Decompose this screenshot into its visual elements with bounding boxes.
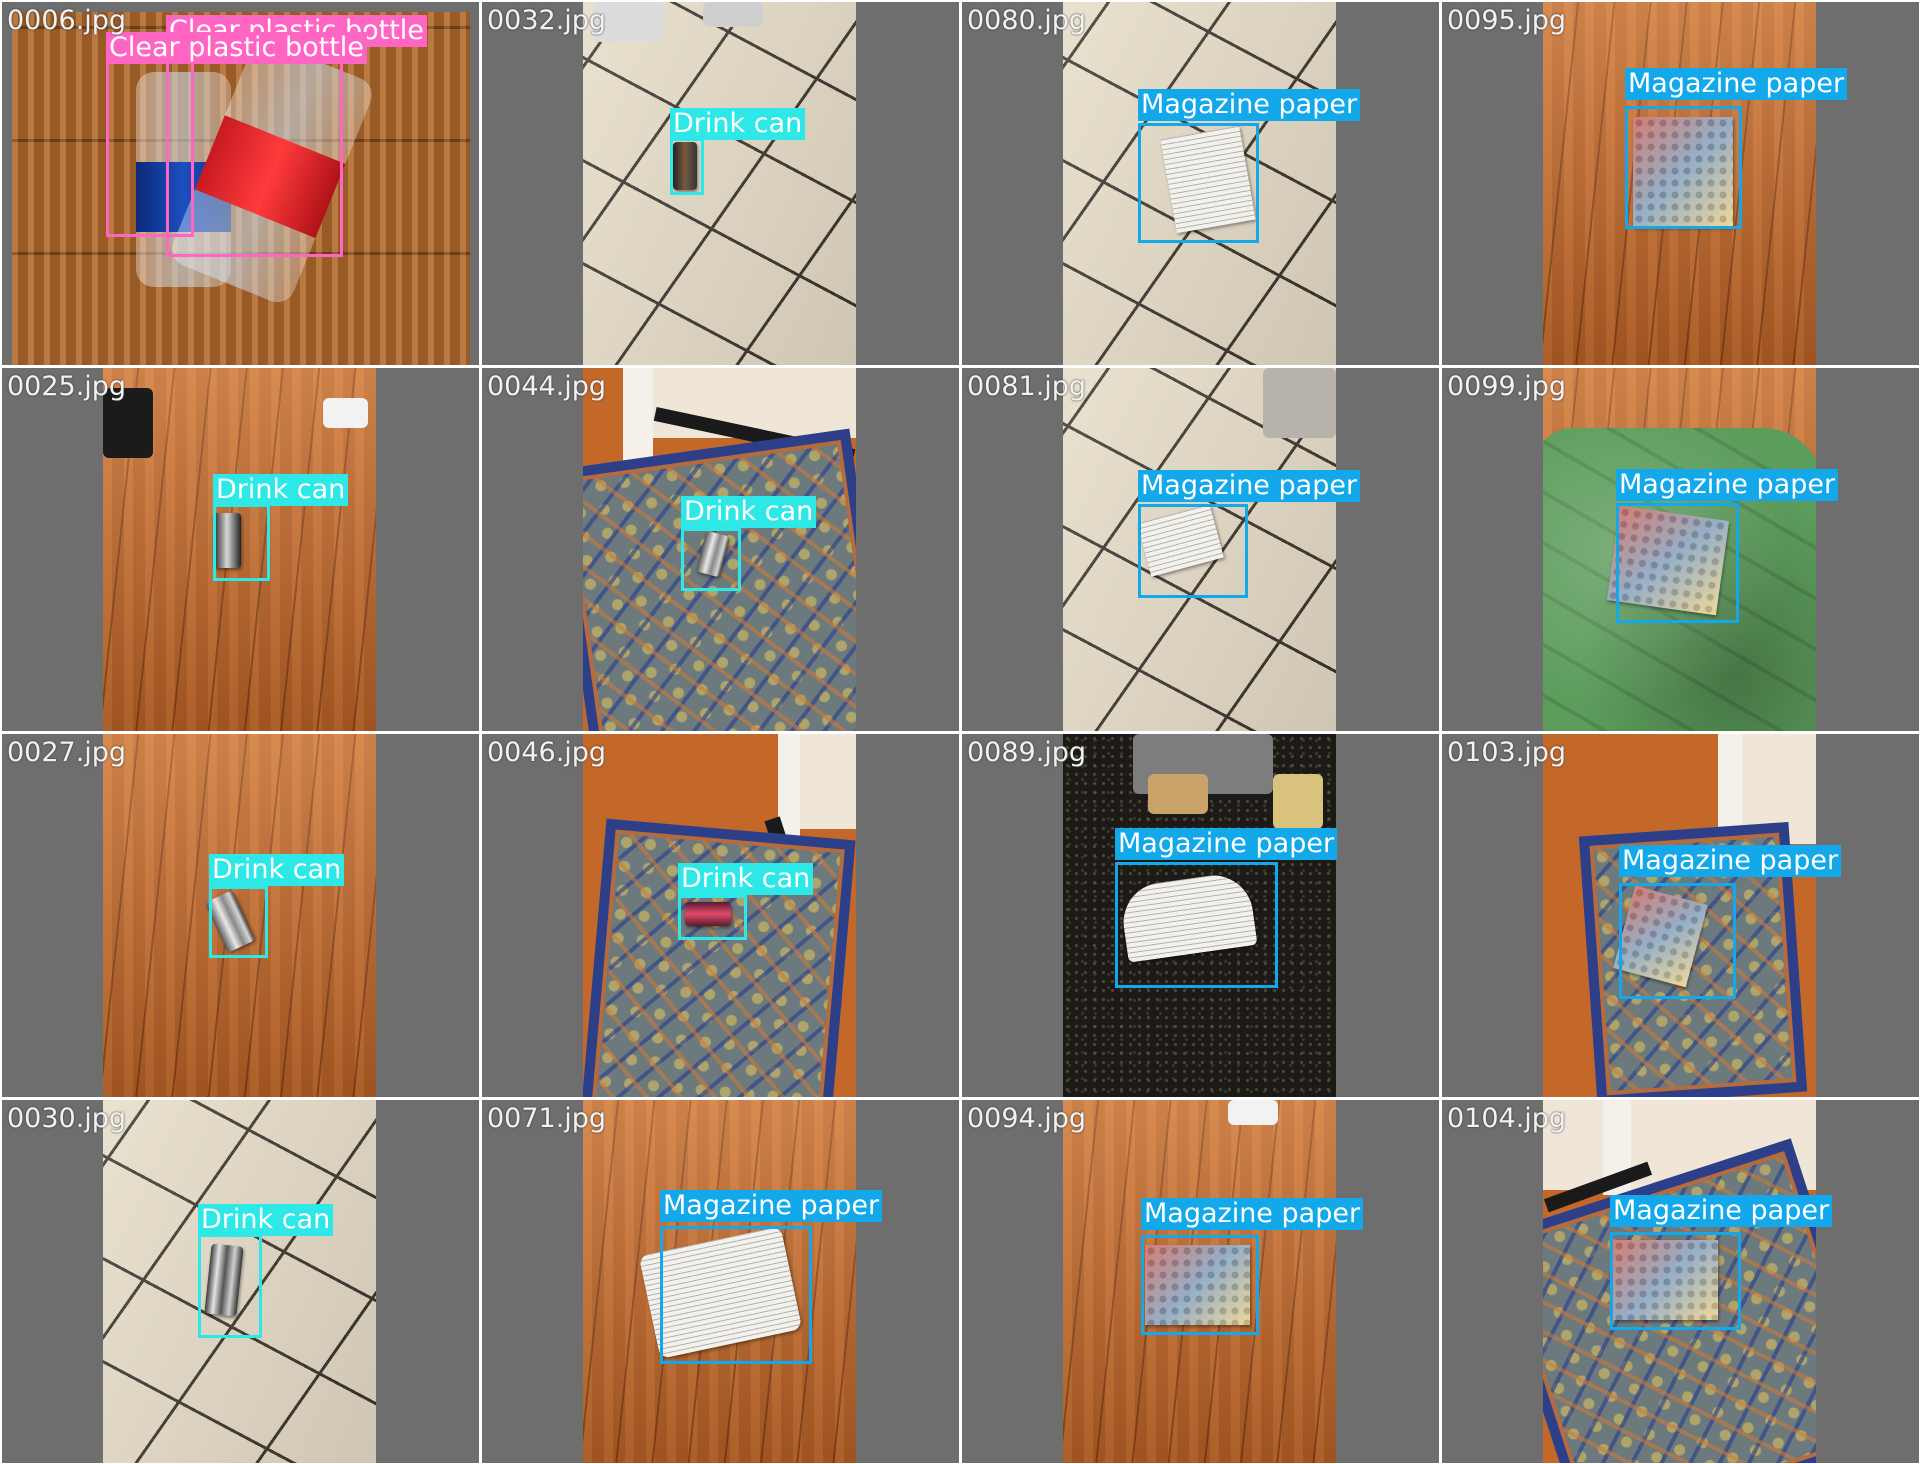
bounding-box: [1138, 123, 1259, 243]
class-label: Drink can: [209, 854, 345, 886]
tile-0081: 0081.jpg Magazine paper: [962, 368, 1439, 731]
tile-0080: 0080.jpg Magazine paper: [962, 2, 1439, 365]
bounding-box: [213, 504, 270, 581]
filename-label: 0030.jpg: [7, 1103, 127, 1134]
bounding-box: [1619, 883, 1736, 999]
filename-label: 0103.jpg: [1447, 737, 1567, 768]
filename-label: 0027.jpg: [7, 737, 127, 768]
photo-0006: [12, 12, 470, 365]
magazine: [1613, 1240, 1718, 1320]
bounding-box: [106, 56, 194, 237]
box: [1148, 774, 1208, 814]
class-label: Magazine paper: [1138, 470, 1361, 502]
photo-0025: [103, 368, 376, 731]
photo-0103: [1543, 734, 1816, 1097]
box: [1273, 774, 1323, 829]
class-label: Magazine paper: [1115, 828, 1338, 860]
bounding-box: [1610, 1232, 1741, 1330]
bounding-box: [660, 1226, 812, 1364]
tile-0025: 0025.jpg Drink can: [2, 368, 479, 731]
photo-0104: [1543, 1100, 1816, 1463]
bounding-box: [1138, 504, 1248, 598]
bounding-box: [681, 528, 741, 591]
filename-label: 0080.jpg: [967, 5, 1087, 36]
tile-0027: 0027.jpg Drink can: [2, 734, 479, 1097]
class-label: Drink can: [670, 108, 806, 140]
drink-can: [673, 142, 697, 190]
filename-label: 0099.jpg: [1447, 371, 1567, 402]
bounding-box: [1141, 1235, 1259, 1335]
clutter: [323, 398, 368, 428]
tile-0006: 0006.jpg Clear plastic bottle Clear plas…: [2, 2, 479, 365]
bounding-box: [678, 895, 747, 940]
bounding-box: [670, 138, 704, 195]
class-label: Magazine paper: [1616, 469, 1839, 501]
class-label: Magazine paper: [1141, 1198, 1364, 1230]
magazine: [1633, 117, 1733, 227]
class-label: Clear plastic bottle: [106, 32, 367, 64]
tile-0104: 0104.jpg Magazine paper: [1442, 1100, 1919, 1463]
photo-0081: [1063, 368, 1336, 731]
filename-label: 0044.jpg: [487, 371, 607, 402]
filename-label: 0094.jpg: [967, 1103, 1087, 1134]
photo-0030: [103, 1100, 376, 1463]
clutter: [703, 2, 763, 27]
appliance: [1263, 368, 1336, 438]
photo-0089: [1063, 734, 1336, 1097]
photo-0046: [583, 734, 856, 1097]
tile-0044: 0044.jpg Drink can: [482, 368, 959, 731]
door-frame: [778, 734, 800, 844]
tile-0071: 0071.jpg Magazine paper: [482, 1100, 959, 1463]
drink-can: [213, 513, 241, 568]
filename-label: 0032.jpg: [487, 5, 607, 36]
photo-0080: [1063, 2, 1336, 365]
clutter: [103, 388, 153, 458]
tile-0095: 0095.jpg Magazine paper: [1442, 2, 1919, 365]
photo-0044: [583, 368, 856, 731]
tile-0030: 0030.jpg Drink can: [2, 1100, 479, 1463]
filename-label: 0089.jpg: [967, 737, 1087, 768]
tile-0103: 0103.jpg Magazine paper: [1442, 734, 1919, 1097]
filename-label: 0046.jpg: [487, 737, 607, 768]
filename-label: 0025.jpg: [7, 371, 127, 402]
photo-0094: [1063, 1100, 1336, 1463]
filename-label: 0071.jpg: [487, 1103, 607, 1134]
class-label: Magazine paper: [1138, 89, 1361, 121]
tile-0094: 0094.jpg Magazine paper: [962, 1100, 1439, 1463]
class-label: Drink can: [678, 863, 814, 895]
class-label: Magazine paper: [1619, 845, 1842, 877]
bounding-box: [198, 1234, 262, 1338]
bounding-box: [209, 886, 268, 958]
magazine: [1145, 1245, 1250, 1325]
photo-0032: [583, 2, 856, 365]
drink-can: [685, 902, 731, 926]
bounding-box: [1115, 862, 1278, 988]
tile-0099: 0099.jpg Magazine paper: [1442, 368, 1919, 731]
photo-0095: [1543, 2, 1816, 365]
tile-0089: 0089.jpg Magazine paper: [962, 734, 1439, 1097]
filename-label: 0081.jpg: [967, 371, 1087, 402]
clutter: [593, 2, 663, 42]
class-label: Magazine paper: [1610, 1195, 1833, 1227]
filename-label: 0006.jpg: [7, 5, 127, 36]
class-label: Drink can: [198, 1204, 334, 1236]
doormat: [583, 818, 856, 1097]
class-label: Drink can: [213, 474, 349, 506]
filename-label: 0104.jpg: [1447, 1103, 1567, 1134]
bounding-box: [1616, 503, 1739, 623]
clutter: [1228, 1100, 1278, 1125]
class-label: Magazine paper: [1625, 68, 1848, 100]
bounding-box: [1625, 106, 1742, 229]
photo-0027: [103, 734, 376, 1097]
tile-0032: 0032.jpg Drink can: [482, 2, 959, 365]
class-label: Drink can: [681, 496, 817, 528]
door-frame: [623, 368, 653, 463]
filename-label: 0095.jpg: [1447, 5, 1567, 36]
tile-0046: 0046.jpg Drink can: [482, 734, 959, 1097]
class-label: Magazine paper: [660, 1190, 883, 1222]
